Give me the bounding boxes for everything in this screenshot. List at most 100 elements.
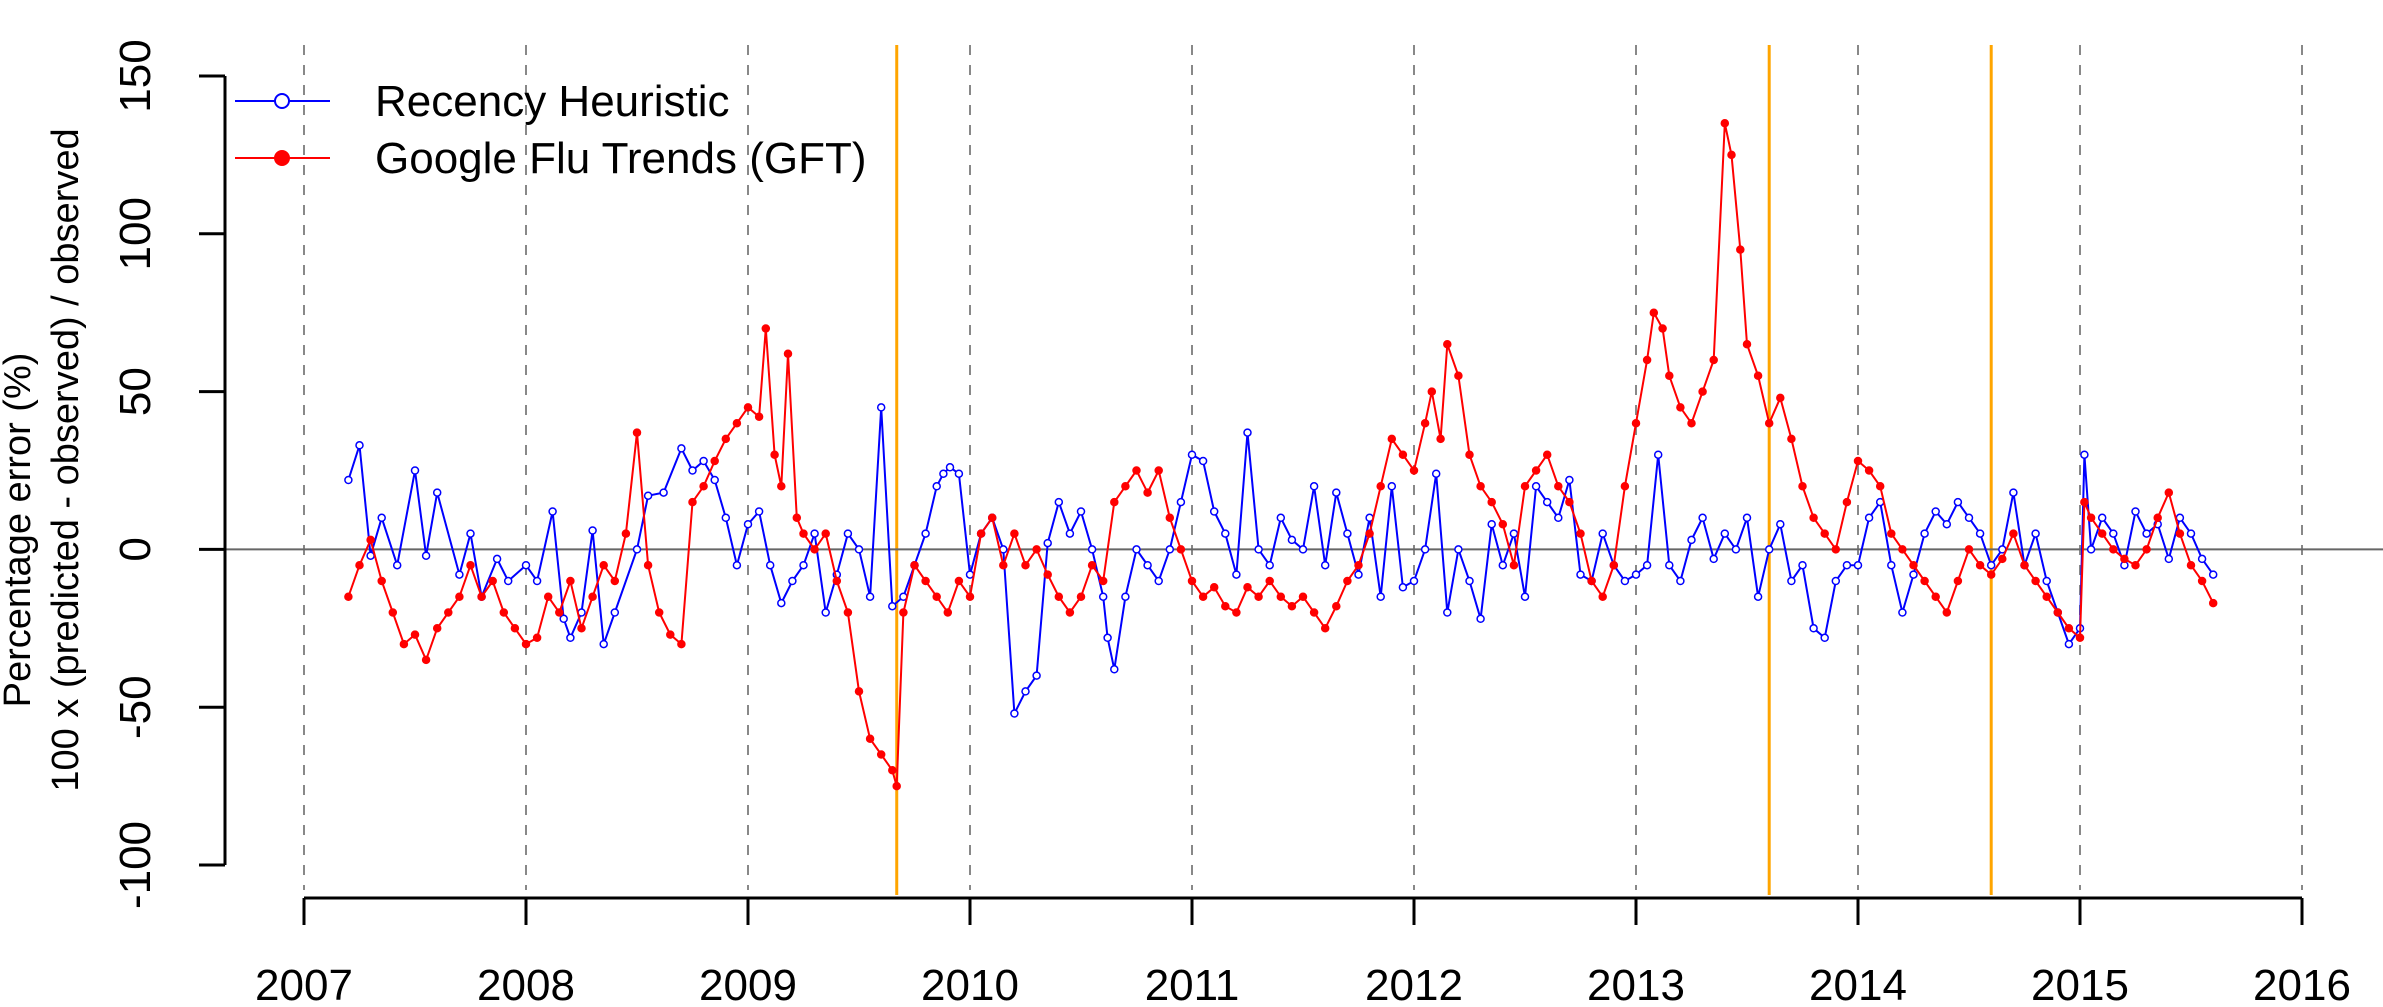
- point-gft-146: [1898, 545, 1907, 554]
- point-gft-58: [954, 576, 964, 586]
- point-recency-35: [788, 576, 797, 586]
- point-recency-160: [2142, 529, 2151, 538]
- point-gft-20: [566, 576, 575, 586]
- point-recency-21: [610, 608, 620, 617]
- point-recency-61: [1065, 529, 1075, 538]
- point-gft-131: [1736, 245, 1745, 254]
- point-gft-3: [377, 576, 386, 586]
- point-gft-135: [1776, 393, 1785, 403]
- point-recency-59: [1043, 538, 1052, 548]
- point-recency-150: [2042, 576, 2051, 586]
- point-recency-28: [710, 475, 719, 485]
- point-gft-141: [1842, 497, 1852, 507]
- point-recency-113: [1631, 570, 1641, 579]
- point-gft-50: [876, 750, 886, 759]
- point-recency-24: [659, 488, 668, 497]
- point-recency-107: [1565, 475, 1574, 485]
- point-gft-21: [577, 624, 586, 633]
- point-recency-72: [1176, 497, 1186, 507]
- point-gft-84: [1243, 583, 1252, 592]
- point-gft-165: [2097, 529, 2107, 538]
- point-gft-116: [1587, 576, 1596, 586]
- point-gft-127: [1698, 387, 1707, 396]
- point-recency-112: [1620, 576, 1630, 586]
- point-gft-75: [1143, 488, 1152, 497]
- point-recency-137: [1898, 608, 1907, 617]
- point-recency-86: [1332, 488, 1341, 497]
- point-gft-167: [2120, 554, 2129, 564]
- point-gft-148: [1920, 576, 1929, 586]
- point-gft-85: [1254, 592, 1263, 601]
- point-recency-67: [1121, 592, 1130, 601]
- point-recency-124: [1753, 592, 1763, 601]
- point-gft-47: [843, 608, 853, 617]
- series-recency: [344, 403, 2218, 718]
- point-recency-117: [1676, 576, 1685, 586]
- point-recency-142: [1953, 497, 1963, 507]
- point-gft-65: [1032, 545, 1041, 554]
- point-gft-31: [688, 497, 697, 507]
- point-gft-28: [654, 608, 664, 617]
- point-recency-147: [2009, 488, 2018, 497]
- point-recency-123: [1742, 513, 1752, 523]
- point-gft-144: [1875, 482, 1885, 491]
- point-gft-103: [1443, 340, 1452, 349]
- point-gft-60: [976, 529, 986, 538]
- point-gft-154: [1986, 570, 1996, 579]
- point-gft-160: [2053, 608, 2063, 617]
- point-recency-114: [1642, 560, 1652, 570]
- point-gft-53: [899, 608, 908, 617]
- point-gft-161: [2064, 624, 2074, 633]
- point-gft-108: [1498, 519, 1508, 529]
- point-recency-12: [503, 576, 513, 586]
- point-gft-34: [721, 434, 731, 444]
- point-recency-88: [1354, 570, 1363, 579]
- y-tick-label--100: -100: [111, 821, 160, 909]
- point-recency-93: [1409, 576, 1419, 586]
- point-recency-82: [1287, 535, 1297, 545]
- point-gft-72: [1110, 497, 1119, 507]
- point-gft-10: [455, 592, 464, 601]
- point-recency-76: [1221, 529, 1230, 538]
- point-gft-110: [1520, 482, 1530, 491]
- x-tick-label-2008: 2008: [477, 961, 575, 1007]
- point-recency-60: [1054, 497, 1064, 507]
- point-recency-125: [1764, 545, 1774, 554]
- point-gft-107: [1487, 497, 1496, 507]
- point-gft-0: [344, 592, 353, 601]
- point-gft-170: [2153, 513, 2162, 523]
- point-gft-173: [2186, 560, 2196, 570]
- point-gft-100: [1420, 418, 1430, 428]
- point-recency-85: [1320, 560, 1330, 570]
- legend-label-gft: Google Flu Trends (GFT): [375, 134, 866, 183]
- point-recency-143: [1964, 513, 1974, 523]
- point-recency-84: [1309, 482, 1319, 491]
- point-recency-129: [1809, 624, 1818, 633]
- y-tick-label-150: 150: [111, 39, 160, 112]
- point-recency-83: [1298, 545, 1308, 554]
- point-gft-9: [444, 608, 453, 617]
- point-gft-7: [421, 655, 431, 665]
- point-gft-121: [1642, 355, 1652, 365]
- point-gft-114: [1565, 497, 1574, 507]
- point-gft-117: [1598, 592, 1607, 601]
- point-gft-112: [1542, 450, 1552, 459]
- point-recency-25: [677, 444, 686, 453]
- point-gft-80: [1198, 592, 1208, 601]
- point-recency-29: [721, 513, 731, 523]
- legend-label-recency: Recency Heuristic: [375, 77, 730, 126]
- point-gft-130: [1727, 150, 1736, 160]
- point-recency-69: [1143, 560, 1152, 570]
- point-recency-34: [777, 598, 786, 608]
- point-recency-130: [1820, 633, 1829, 643]
- point-recency-15: [548, 507, 557, 516]
- y-axis-label: Percentage error (%) 100 x (predicted - …: [0, 128, 87, 791]
- point-recency-131: [1831, 576, 1841, 586]
- point-recency-78: [1243, 428, 1252, 437]
- point-gft-45: [821, 529, 830, 538]
- point-gft-30: [677, 639, 686, 649]
- point-gft-14: [499, 608, 509, 617]
- point-gft-62: [999, 560, 1008, 570]
- point-gft-5: [399, 639, 409, 649]
- point-gft-162: [2075, 633, 2085, 643]
